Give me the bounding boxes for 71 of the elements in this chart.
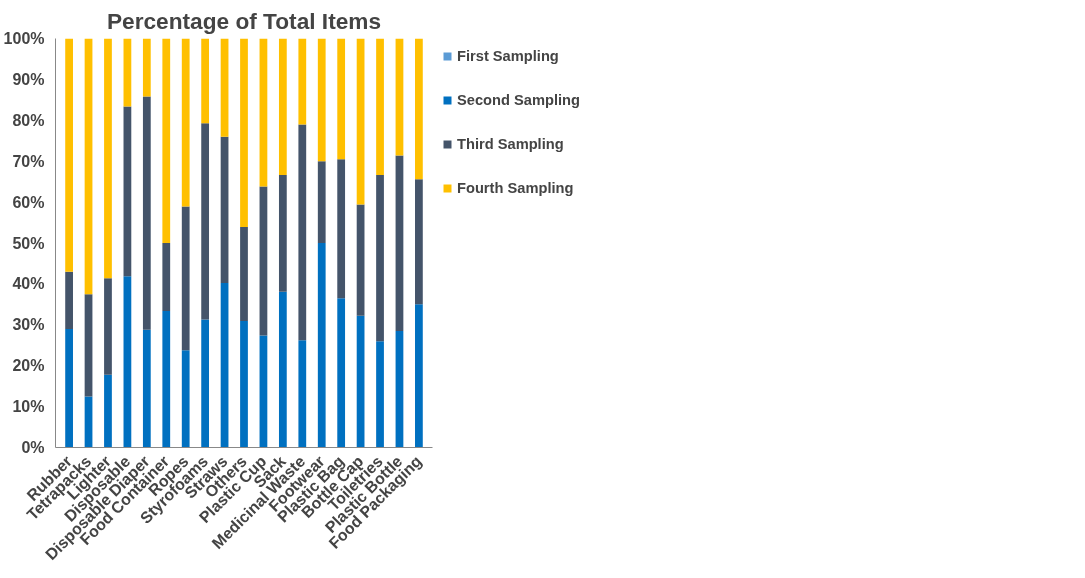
bar: [65, 271, 73, 329]
legend-label: Second Sampling: [457, 92, 580, 108]
y-tick-label: 20%: [12, 357, 45, 375]
y-tick-label: 60%: [12, 193, 45, 211]
bar: [201, 38, 210, 124]
legend-label: Fourth Sampling: [457, 180, 574, 196]
bar: [123, 106, 132, 277]
bar: [104, 38, 112, 279]
bar: [259, 335, 268, 448]
legend-label: Third Sampling: [457, 136, 564, 152]
bar: [142, 96, 151, 330]
bar: [298, 340, 307, 448]
bar: [220, 283, 229, 448]
y-tick-label: 30%: [12, 316, 45, 334]
y-tick-label: 100%: [3, 30, 45, 47]
bar: [337, 38, 346, 160]
bar: [298, 38, 307, 125]
y-tick-label: 40%: [12, 275, 45, 293]
bar: [415, 38, 423, 180]
bar: [123, 276, 132, 448]
bar: [162, 38, 171, 243]
bar: [181, 206, 190, 351]
bar: [259, 38, 268, 187]
bar: [181, 350, 190, 448]
y-tick-label: 80%: [12, 111, 45, 129]
bar: [298, 124, 307, 341]
bar: [65, 328, 73, 448]
bar: [259, 186, 268, 336]
legend-label: First Sampling: [457, 48, 559, 64]
bar: [240, 38, 248, 228]
bar: [395, 155, 404, 331]
bar: [84, 38, 93, 295]
bar: [415, 304, 423, 448]
bar: [142, 329, 151, 448]
bar: [240, 321, 248, 448]
bar: [220, 136, 229, 284]
y-tick-label: 0%: [21, 439, 45, 456]
bar: [376, 341, 384, 448]
bar: [181, 38, 190, 207]
bar: [104, 278, 112, 375]
bar: [240, 227, 248, 322]
bar: [395, 330, 404, 448]
bar: [142, 38, 151, 97]
bar: [278, 175, 287, 292]
bar: [356, 38, 365, 205]
bar: [201, 123, 210, 320]
y-tick-label: 70%: [12, 152, 45, 170]
bar: [337, 298, 346, 448]
y-tick-label: 90%: [12, 70, 45, 88]
bar: [337, 159, 346, 299]
bar: [317, 243, 326, 448]
bar: [84, 294, 93, 397]
bar: [201, 319, 210, 448]
bar: [278, 38, 287, 176]
bar: [84, 396, 93, 448]
bar: [317, 38, 326, 162]
bar: [65, 38, 73, 272]
y-tick-label: 10%: [12, 398, 45, 416]
bar: [356, 204, 365, 316]
bar: [162, 310, 171, 448]
bar: [317, 161, 326, 243]
bar: [415, 179, 423, 305]
bar: [220, 38, 229, 137]
bar: [162, 243, 171, 311]
bar: [104, 374, 112, 448]
y-tick-label: 50%: [12, 234, 45, 252]
bar: [278, 291, 287, 448]
bar: [376, 38, 384, 176]
bar: [356, 315, 365, 448]
bar: [376, 175, 384, 342]
chart-title: Percentage of Total Items: [106, 7, 382, 34]
